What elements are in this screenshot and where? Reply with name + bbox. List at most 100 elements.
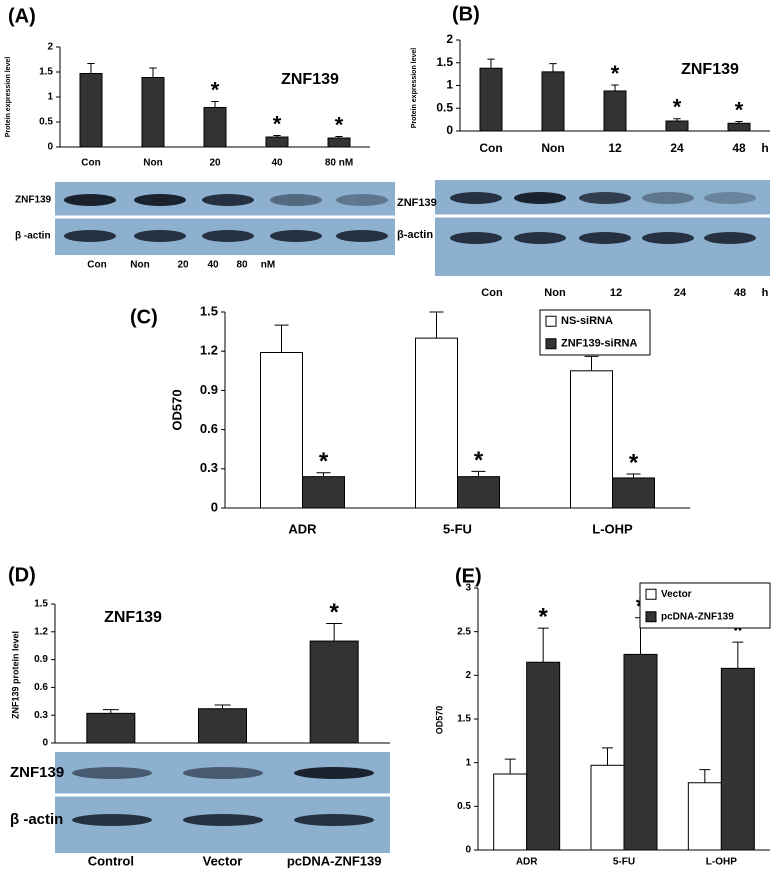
- bar: [302, 476, 345, 509]
- y-tick-label: 0.6: [34, 682, 48, 693]
- x-tick-label: ADR: [288, 521, 317, 536]
- error-bar: [487, 58, 495, 69]
- significance-mark: *: [735, 97, 744, 122]
- error-bar: [102, 709, 119, 714]
- legend-swatch: [645, 611, 657, 623]
- significance-mark: *: [611, 61, 620, 86]
- x-tick-label: Con: [479, 141, 502, 155]
- blot-label: ZNF139: [15, 195, 52, 206]
- legend-swatch: [545, 338, 557, 350]
- y-tick-label: 1: [446, 78, 453, 92]
- significance-mark: *: [538, 604, 548, 631]
- bar: [86, 712, 136, 744]
- blot-band: [336, 194, 388, 206]
- blot-band: [704, 192, 756, 204]
- y-axis-label: Protein expression level: [411, 48, 418, 129]
- blot-band: [72, 814, 152, 826]
- error-bar: [611, 84, 619, 91]
- bar: [687, 782, 722, 851]
- bar: [590, 764, 625, 851]
- panel-label: (C): [130, 306, 158, 328]
- bar: [309, 640, 359, 744]
- bar: [665, 120, 689, 132]
- y-tick-label: 1.5: [39, 67, 53, 78]
- y-tick-label: 1.5: [34, 599, 48, 610]
- blot-band: [450, 232, 502, 244]
- blot-band: [183, 767, 263, 779]
- error-bar: [537, 627, 549, 663]
- error-bar: [87, 63, 95, 74]
- y-axis-label: ZNF139 protein level: [10, 631, 20, 719]
- error-bar: [429, 311, 444, 339]
- significance-mark: *: [319, 448, 329, 475]
- annotation: ZNF139: [104, 609, 162, 626]
- lane-label: h: [762, 287, 769, 299]
- x-tick-label: Non: [143, 158, 162, 169]
- x-tick-label: 20: [209, 158, 221, 169]
- blot-band: [514, 232, 566, 244]
- y-tick-label: 1: [465, 757, 471, 768]
- bar: [79, 73, 103, 148]
- significance-mark: *: [474, 447, 484, 474]
- blot-band: [336, 230, 388, 242]
- legend-swatch: [645, 588, 657, 600]
- panel-label: (A): [8, 5, 36, 27]
- blot-band: [183, 814, 263, 826]
- blot-label: β -actin: [10, 811, 63, 828]
- x-tick-label: Vector: [203, 853, 243, 868]
- y-tick-label: 2.5: [457, 626, 471, 637]
- blot-band: [270, 194, 322, 206]
- x-tick-label: Control: [88, 853, 134, 868]
- x-tick-label: pcDNA-ZNF139: [287, 853, 382, 868]
- bar: [457, 476, 500, 509]
- legend-box: [639, 582, 771, 629]
- error-bar: [699, 769, 711, 783]
- blot-band: [642, 232, 694, 244]
- error-bar: [626, 473, 641, 478]
- bar: [720, 667, 755, 851]
- error-bar: [211, 101, 219, 108]
- error-bar: [504, 758, 516, 775]
- significance-mark: *: [329, 599, 339, 626]
- annotation: ZNF139: [681, 61, 739, 78]
- x-tick-label: 5-FU: [613, 857, 635, 868]
- blot-band: [202, 194, 254, 206]
- legend-label: NS-siRNA: [561, 315, 613, 327]
- x-tick-label: ADR: [516, 857, 538, 868]
- error-bar: [471, 470, 486, 477]
- blot-band: [64, 230, 116, 242]
- significance-mark: *: [673, 95, 682, 120]
- legend-label: ZNF139-siRNA: [561, 338, 637, 350]
- x-tick-label: 40: [271, 158, 283, 169]
- legend-label: pcDNA-ZNF139: [661, 611, 734, 622]
- bar: [260, 352, 303, 509]
- error-bar: [214, 704, 231, 709]
- lane-label: 80: [236, 260, 248, 271]
- lane-label: Con: [87, 260, 106, 271]
- bar: [603, 90, 627, 132]
- y-axis-label: Protein expression level: [5, 57, 12, 138]
- y-tick-label: 1.5: [457, 714, 471, 725]
- x-tick-label: 24: [670, 141, 684, 155]
- bar: [479, 67, 503, 132]
- y-tick-label: 0.5: [39, 117, 53, 128]
- y-tick-label: 1.5: [200, 303, 218, 318]
- error-bar: [673, 118, 681, 121]
- y-axis-label: OD570: [169, 389, 184, 430]
- blot-band: [642, 192, 694, 204]
- error-bar: [273, 135, 281, 137]
- lane-label: 20: [177, 260, 189, 271]
- significance-mark: *: [629, 449, 639, 476]
- lane-label: 24: [674, 287, 687, 299]
- y-tick-label: 1.5: [436, 55, 453, 69]
- error-bar: [584, 355, 599, 371]
- blot-band: [270, 230, 322, 242]
- x-unit: h: [761, 141, 768, 155]
- x-tick-label: 48: [732, 141, 746, 155]
- legend-box: [539, 309, 651, 356]
- panel-label: (D): [8, 564, 36, 586]
- blot-label: β-actin: [397, 229, 433, 241]
- x-tick-label: 12: [608, 141, 622, 155]
- error-bar: [735, 120, 743, 124]
- blot-band: [134, 194, 186, 206]
